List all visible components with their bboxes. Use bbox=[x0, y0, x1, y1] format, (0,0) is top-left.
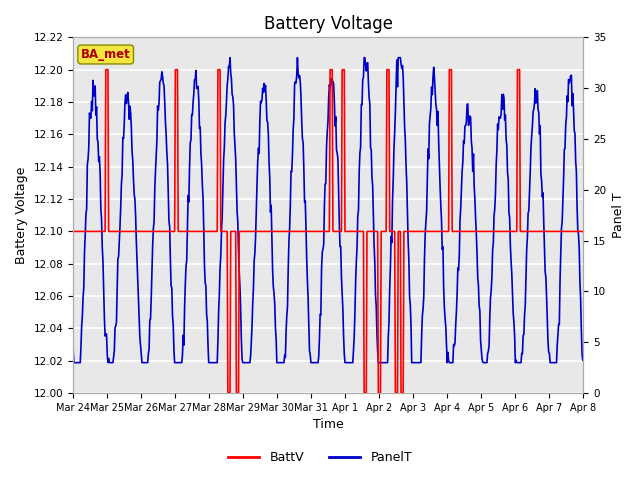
Title: Battery Voltage: Battery Voltage bbox=[264, 15, 393, 33]
Legend: BattV, PanelT: BattV, PanelT bbox=[223, 446, 417, 469]
X-axis label: Time: Time bbox=[313, 419, 344, 432]
Y-axis label: Panel T: Panel T bbox=[612, 192, 625, 238]
Y-axis label: Battery Voltage: Battery Voltage bbox=[15, 167, 28, 264]
Text: BA_met: BA_met bbox=[81, 48, 131, 61]
